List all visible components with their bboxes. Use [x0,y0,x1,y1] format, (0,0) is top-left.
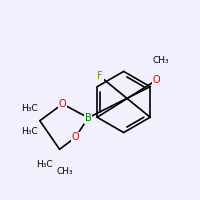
Text: F: F [97,71,103,81]
Text: H₃C: H₃C [36,160,53,169]
Text: CH₃: CH₃ [153,56,169,65]
Text: CH₃: CH₃ [56,166,73,176]
Text: O: O [152,75,160,85]
Text: O: O [59,99,66,109]
Text: H₃C: H₃C [21,104,38,113]
Text: O: O [72,132,79,142]
Text: H₃C: H₃C [21,127,38,136]
Text: B: B [85,113,92,123]
